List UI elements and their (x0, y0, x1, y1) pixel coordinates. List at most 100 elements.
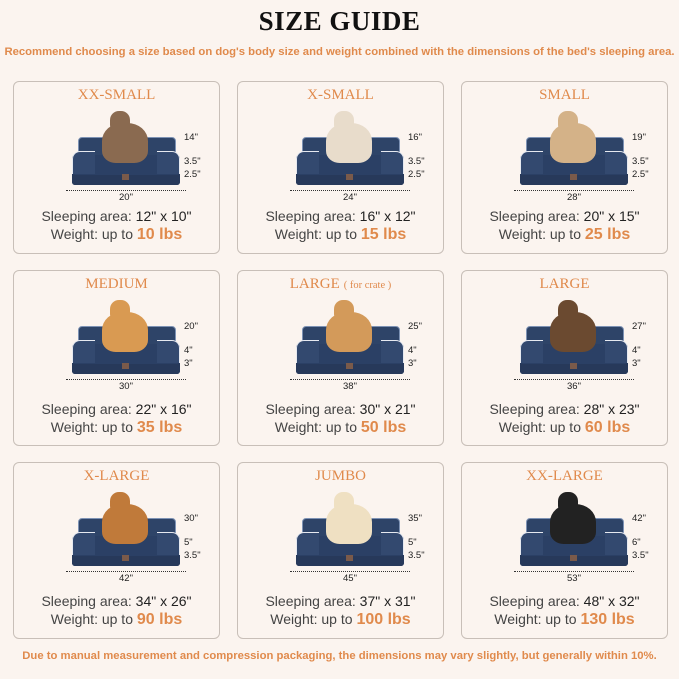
weight-value: 60 lbs (584, 419, 631, 436)
weight: Weight: up to 10 lbs (14, 226, 219, 244)
width-dimension: 30" (119, 381, 133, 392)
base-height-dimension: 3" (632, 358, 641, 369)
weight: Weight: up to 25 lbs (462, 226, 667, 244)
weight-label: Weight: up to (498, 226, 581, 242)
bed-image (72, 300, 180, 374)
size-name: JUMBO (238, 468, 443, 485)
bed-armrest-left (72, 340, 95, 363)
top-height-dimension: 6" (632, 537, 641, 548)
dog-head (558, 300, 578, 320)
bed-armrest-left (72, 532, 95, 555)
width-dimension: 24" (343, 192, 357, 203)
bed-armrest-left (296, 151, 319, 174)
sleeping-area-label: Sleeping area: (489, 401, 580, 417)
weight-value: 35 lbs (136, 419, 183, 436)
dog-head (110, 300, 130, 320)
size-name-text: LARGE (539, 276, 590, 292)
width-dimension-line (290, 571, 410, 572)
dog-head (334, 300, 354, 320)
bed-label-tag (346, 363, 353, 369)
size-card: JUMBO 45" 35" 5" 3.5" Sleeping area: 37" x 31… (237, 462, 444, 639)
bed-image (296, 111, 404, 185)
size-card: SMALL 28" 19" 3.5" 2.5" Sleeping area: 20" x … (461, 81, 668, 254)
bed-image (520, 111, 628, 185)
bed-armrest-right (605, 340, 628, 363)
width-dimension-line (290, 379, 410, 380)
weight-value: 90 lbs (136, 611, 183, 628)
sleeping-area: Sleeping area: 30" x 21" (238, 401, 443, 417)
sleeping-area: Sleeping area: 28" x 23" (462, 401, 667, 417)
sleeping-area: Sleeping area: 16" x 12" (238, 208, 443, 224)
sleeping-area: Sleeping area: 37" x 31" (238, 593, 443, 609)
bed-label-tag (570, 174, 577, 180)
size-card: MEDIUM 30" 20" 4" 3" Sleeping area: 22" x 16"… (13, 270, 220, 446)
size-card: XX-SMALL 20" 14" 3.5" 2.5" Sleeping area: 12"… (13, 81, 220, 254)
base-height-dimension: 3.5" (184, 550, 201, 561)
sleeping-area: Sleeping area: 22" x 16" (14, 401, 219, 417)
total-height-dimension: 16" (408, 132, 422, 143)
total-height-dimension: 20" (184, 321, 198, 332)
weight-value: 25 lbs (584, 226, 631, 243)
width-dimension: 28" (567, 192, 581, 203)
size-name: X-SMALL (238, 87, 443, 104)
sleeping-area: Sleeping area: 20" x 15" (462, 208, 667, 224)
weight: Weight: up to 100 lbs (238, 611, 443, 629)
width-dimension: 42" (119, 573, 133, 584)
base-height-dimension: 2.5" (408, 169, 425, 180)
width-dimension: 45" (343, 573, 357, 584)
size-name: X-LARGE (14, 468, 219, 485)
bed-label-tag (346, 174, 353, 180)
weight-value: 50 lbs (360, 419, 407, 436)
sleeping-area-value: 34" x 26" (135, 593, 192, 609)
sleeping-area-label: Sleeping area: (265, 401, 356, 417)
size-name-text: XX-LARGE (526, 468, 603, 484)
bed-armrest-left (520, 151, 543, 174)
total-height-dimension: 35" (408, 513, 422, 524)
page-title: SIZE GUIDE (258, 6, 421, 36)
size-name: XX-SMALL (14, 87, 219, 104)
width-dimension-line (514, 571, 634, 572)
sleeping-area-label: Sleeping area: (265, 593, 356, 609)
base-height-dimension: 2.5" (184, 169, 201, 180)
bed-label-tag (570, 555, 577, 561)
size-grid: XX-SMALL 20" 14" 3.5" 2.5" Sleeping area: 12"… (13, 81, 668, 639)
bed-label-tag (122, 174, 129, 180)
bed-armrest-right (157, 532, 180, 555)
size-name: MEDIUM (14, 276, 219, 293)
weight: Weight: up to 60 lbs (462, 419, 667, 437)
base-height-dimension: 3.5" (632, 550, 649, 561)
size-note: ( for crate ) (343, 280, 392, 291)
sleeping-area-value: 12" x 10" (135, 208, 192, 224)
bed-armrest-right (381, 340, 404, 363)
size-name-text: X-SMALL (307, 87, 374, 103)
footer-note: Due to manual measurement and compressio… (22, 650, 657, 662)
bed-armrest-right (605, 532, 628, 555)
sleeping-area-value: 28" x 23" (583, 401, 640, 417)
size-name-text: LARGE (289, 276, 340, 292)
sleeping-area-value: 22" x 16" (135, 401, 192, 417)
subtitle: Recommend choosing a size based on dog's… (4, 46, 675, 58)
weight-label: Weight: up to (274, 419, 357, 435)
size-name-text: SMALL (539, 87, 590, 103)
bed-label-tag (346, 555, 353, 561)
bed-image (72, 492, 180, 566)
weight-label: Weight: up to (274, 226, 357, 242)
weight-label: Weight: up to (50, 611, 133, 627)
top-height-dimension: 4" (408, 345, 417, 356)
bed-armrest-left (72, 151, 95, 174)
weight-label: Weight: up to (498, 419, 581, 435)
size-name-text: MEDIUM (85, 276, 148, 292)
sleeping-area-label: Sleeping area: (265, 208, 356, 224)
bed-armrest-right (157, 340, 180, 363)
size-name: LARGE (462, 276, 667, 293)
dog-head (334, 111, 354, 131)
base-height-dimension: 3" (184, 358, 193, 369)
width-dimension-line (66, 379, 186, 380)
base-height-dimension: 3.5" (408, 550, 425, 561)
size-name-text: JUMBO (315, 468, 366, 484)
weight-value: 10 lbs (136, 226, 183, 243)
top-height-dimension: 4" (632, 345, 641, 356)
bed-image (296, 492, 404, 566)
weight: Weight: up to 35 lbs (14, 419, 219, 437)
size-card: X-LARGE 42" 30" 5" 3.5" Sleeping area: 34" x … (13, 462, 220, 639)
